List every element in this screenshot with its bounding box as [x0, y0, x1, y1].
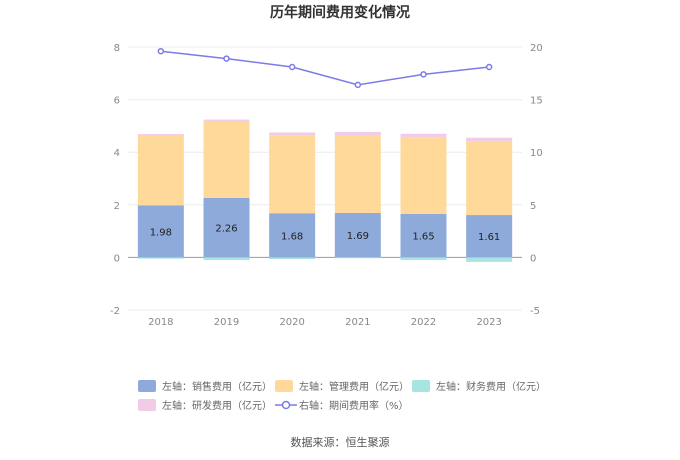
x-tick-label: 2023	[476, 317, 501, 328]
legend-label: 右轴：期间费用率（%）	[299, 399, 409, 412]
grid	[128, 46, 522, 311]
legend-swatch	[138, 380, 156, 392]
line-point	[288, 63, 296, 71]
bar-value-label: 1.65	[412, 232, 434, 243]
right-tick-label: 15	[530, 96, 543, 107]
legend-label: 左轴：研发费用（亿元）	[162, 399, 272, 412]
line-point	[157, 47, 165, 55]
left-tick-label: 6	[114, 96, 120, 107]
right-tick-label: -5	[530, 306, 540, 317]
bar-segment	[269, 132, 316, 136]
bar-segment	[466, 257, 513, 262]
bar-segment	[400, 133, 447, 138]
left-axis-ticks: -2 0 2 4 6 8	[110, 43, 120, 317]
legend-label: 左轴：财务费用（亿元）	[436, 380, 546, 393]
legend-swatch	[412, 380, 430, 392]
bar-segment	[137, 135, 184, 206]
left-tick-label: 0	[114, 253, 120, 264]
right-tick-label: 20	[530, 43, 543, 54]
bar-segment	[334, 257, 381, 259]
legend-swatch	[275, 380, 293, 392]
bar-segment	[400, 257, 447, 261]
bar-segment	[334, 131, 381, 136]
left-tick-label: 2	[114, 201, 120, 212]
bar-segment	[334, 212, 381, 258]
x-tick-label: 2018	[148, 317, 173, 328]
bar-segment	[400, 137, 447, 215]
bar-segment	[203, 197, 250, 258]
bar-segment	[137, 134, 184, 136]
right-tick-label: 5	[530, 201, 536, 212]
bar-segment	[203, 121, 250, 198]
legend-line-marker	[281, 400, 291, 410]
x-axis-ticks: 2018 2019 2020 2021 2022 2023	[148, 317, 502, 328]
bar-value-label: 1.98	[150, 227, 172, 238]
line-point	[223, 55, 230, 62]
bar-segment	[466, 137, 513, 142]
left-tick-label: 8	[114, 43, 120, 54]
chart-title: 历年期间费用变化情况	[270, 4, 410, 21]
right-axis-ticks: -5 0 5 10 15 20	[530, 43, 543, 317]
line-point	[485, 63, 493, 71]
bar-segment	[466, 141, 513, 216]
bar-segment	[269, 135, 316, 214]
bar-segment	[203, 119, 250, 122]
series-line	[160, 50, 490, 86]
left-tick-label: 4	[114, 148, 120, 159]
line-point	[354, 81, 362, 89]
line-point	[420, 71, 427, 78]
x-tick-label: 2019	[214, 317, 239, 328]
legend-label: 左轴：销售费用（亿元）	[162, 380, 272, 393]
legend: 左轴：销售费用（亿元） 左轴：管理费用（亿元） 左轴：财务费用（亿元） 左轴：研发费用…	[138, 380, 546, 412]
bar-value-label: 1.69	[347, 231, 369, 242]
source-note: 数据来源：恒生聚源	[291, 435, 390, 449]
expense-rate-line	[157, 47, 493, 89]
bars	[137, 119, 513, 262]
bar-labels: 1.98 2.26 1.68 1.69 1.65 1.61	[150, 224, 501, 244]
legend-swatch	[138, 399, 156, 411]
bar-segment	[137, 205, 184, 258]
bar-value-label: 1.61	[478, 232, 500, 243]
bar-value-label: 1.68	[281, 231, 303, 242]
bar-segment	[269, 257, 316, 259]
x-tick-label: 2022	[411, 317, 436, 328]
bar-segment	[137, 257, 184, 259]
bar-value-label: 2.26	[215, 224, 237, 235]
legend-label: 左轴：管理费用（亿元）	[299, 380, 409, 393]
bar-segment	[203, 257, 250, 261]
bar-segment	[269, 213, 316, 258]
left-tick-label: -2	[110, 306, 120, 317]
x-tick-label: 2020	[279, 317, 304, 328]
right-tick-label: 10	[530, 148, 543, 159]
bar-segment	[334, 135, 381, 213]
bar-segment	[466, 215, 513, 258]
x-tick-label: 2021	[345, 317, 370, 328]
right-tick-label: 0	[530, 253, 536, 264]
bar-segment	[400, 214, 447, 258]
